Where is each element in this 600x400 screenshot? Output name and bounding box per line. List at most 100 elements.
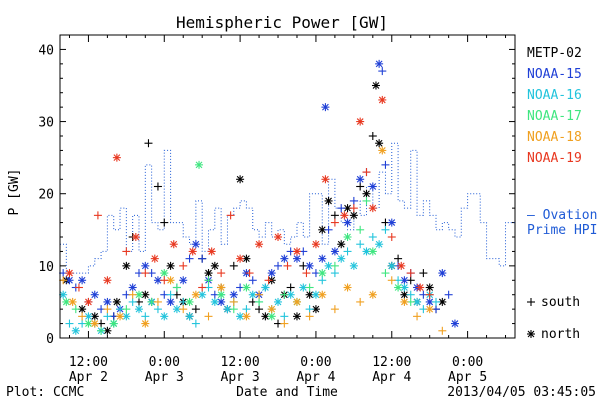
north-point-metp-02 — [236, 175, 245, 184]
marker-stroke — [236, 175, 244, 183]
south-point-noaa-16 — [381, 225, 390, 234]
north-point-noaa-18 — [116, 312, 125, 321]
marker-stroke — [217, 298, 225, 306]
marker-stroke — [66, 269, 73, 277]
north-point-noaa-15 — [343, 218, 352, 227]
south-point-metp-02 — [255, 305, 264, 314]
legend-item-noaa-16: NOAA-16 — [527, 88, 582, 103]
south-point-noaa-17 — [229, 305, 238, 314]
south-point-noaa-18 — [413, 312, 422, 321]
marker-stroke — [167, 298, 174, 306]
x-tick-date-label: Apr 4 — [372, 370, 411, 385]
marker-key-label-south: south — [541, 295, 580, 310]
marker-stroke — [369, 248, 377, 255]
south-point-noaa-18 — [330, 305, 339, 314]
north-point-noaa-17 — [318, 269, 327, 278]
north-point-noaa-19 — [112, 153, 121, 162]
legend-item-noaa-18: NOAA-18 — [527, 130, 582, 145]
marker-stroke — [312, 240, 320, 248]
marker-stroke — [322, 175, 329, 183]
legend-ovation-line1: – Ovation — [527, 208, 597, 223]
marker-stroke — [91, 320, 99, 327]
south-point-metp-02 — [356, 182, 365, 191]
marker-stroke — [62, 298, 70, 306]
marker-stroke — [268, 269, 276, 277]
north-point-noaa-17 — [242, 283, 251, 292]
marker-stroke — [72, 327, 80, 335]
south-point-noaa-19 — [330, 218, 339, 227]
marker-stroke — [173, 305, 181, 313]
south-point-noaa-19 — [425, 290, 434, 299]
north-point-noaa-15 — [90, 290, 99, 299]
south-point-noaa-16 — [153, 305, 162, 314]
north-point-noaa-17 — [368, 247, 377, 256]
marker-stroke — [154, 276, 162, 284]
south-point-noaa-17 — [356, 225, 365, 234]
marker-stroke — [401, 284, 408, 291]
marker-stroke — [249, 291, 257, 299]
marker-stroke — [363, 248, 370, 255]
south-point-noaa-16 — [343, 247, 352, 256]
marker-stroke — [179, 276, 187, 284]
north-point-metp-02 — [292, 312, 301, 321]
marker-stroke — [337, 255, 345, 263]
marker-stroke — [322, 103, 329, 111]
south-point-metp-02 — [368, 132, 377, 140]
north-point-noaa-19 — [150, 254, 159, 263]
marker-stroke — [356, 175, 364, 183]
north-point-metp-02 — [425, 283, 434, 292]
south-point-noaa-16 — [128, 297, 137, 306]
legend-item-noaa-19: NOAA-19 — [527, 151, 582, 166]
marker-stroke — [167, 262, 174, 270]
north-point-noaa-19 — [84, 297, 93, 306]
marker-stroke — [195, 161, 203, 169]
north-point-noaa-16 — [324, 261, 333, 270]
plot-credit: Plot: CCMC — [6, 385, 84, 400]
north-point-noaa-15 — [321, 103, 330, 112]
south-point-noaa-16 — [242, 305, 251, 314]
north-point-noaa-16 — [299, 283, 308, 292]
north-point-noaa-15 — [141, 261, 150, 270]
plot-frame — [59, 34, 516, 339]
marker-stroke — [337, 240, 345, 248]
north-point-noaa-17 — [109, 319, 118, 328]
north-point-noaa-19 — [340, 211, 349, 220]
marker-stroke — [211, 298, 219, 306]
south-point-metp-02 — [160, 218, 169, 227]
north-point-noaa-19 — [236, 254, 245, 263]
marker-stroke — [268, 312, 276, 320]
x-axis-label: Date and Time — [236, 385, 338, 400]
y-tick-label: 40 — [38, 43, 54, 58]
south-point-noaa-17 — [97, 326, 106, 335]
south-point-noaa-18 — [255, 290, 264, 299]
north-point-noaa-19 — [368, 204, 377, 213]
marker-stroke — [230, 291, 238, 299]
marker-stroke — [243, 312, 250, 320]
north-point-noaa-17 — [267, 312, 276, 321]
marker-stroke — [293, 298, 301, 306]
south-point-noaa-18 — [78, 312, 87, 321]
south-point-noaa-15 — [185, 254, 194, 263]
x-tick-date-label: Apr 3 — [145, 370, 184, 385]
south-point-noaa-16 — [141, 312, 150, 321]
x-tick-date-label: Apr 5 — [448, 370, 487, 385]
legend-item-noaa-17: NOAA-17 — [527, 109, 582, 124]
marker-stroke — [135, 305, 143, 313]
north-point-noaa-15 — [368, 182, 377, 191]
south-point-noaa-19 — [226, 211, 235, 220]
north-point-noaa-16 — [261, 283, 270, 292]
south-point-noaa-19 — [179, 261, 188, 270]
north-point-noaa-16 — [160, 312, 169, 321]
north-point-noaa-15 — [280, 254, 289, 263]
chart-title: Hemispheric Power [GW] — [176, 13, 388, 32]
north-point-noaa-19 — [131, 233, 140, 241]
marker-stroke — [186, 298, 193, 306]
north-point-noaa-17 — [185, 297, 194, 306]
south-point-noaa-17 — [204, 276, 213, 285]
marker-stroke — [312, 291, 320, 299]
x-tick-time-label: 12:00 — [69, 355, 108, 370]
north-point-metp-02 — [78, 305, 87, 314]
marker-stroke — [369, 204, 377, 212]
marker-stroke — [375, 60, 383, 68]
